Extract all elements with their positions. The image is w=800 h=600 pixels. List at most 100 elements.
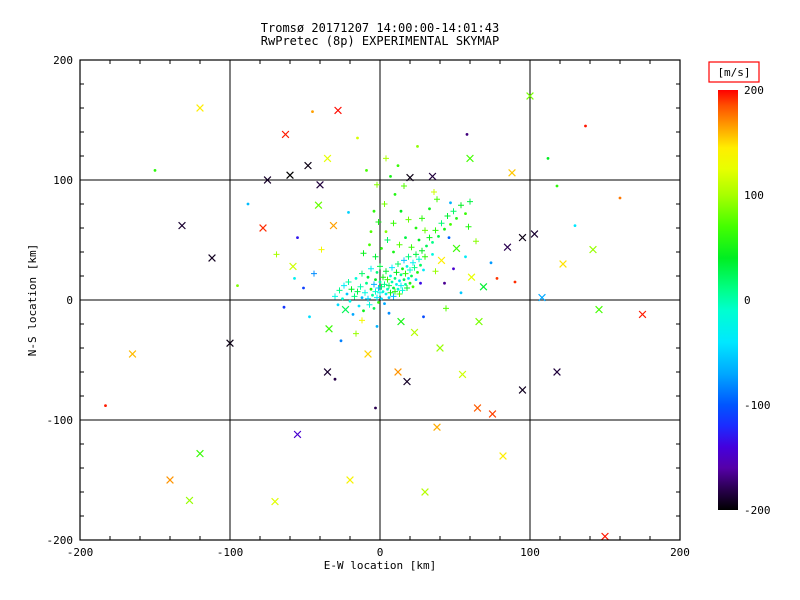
data-point <box>425 244 428 248</box>
data-point <box>426 234 433 241</box>
data-point <box>416 256 422 263</box>
data-point <box>351 293 358 300</box>
data-point <box>405 216 412 223</box>
data-point <box>375 325 379 328</box>
data-point <box>638 310 647 319</box>
data-point <box>398 279 401 283</box>
data-point <box>341 297 344 301</box>
data-point <box>459 291 463 295</box>
y-tick-label: 100 <box>53 174 73 187</box>
data-point <box>339 339 343 343</box>
colorbar-tick-label: 0 <box>744 294 751 307</box>
data-point <box>393 277 397 280</box>
data-point <box>372 307 376 310</box>
data-point <box>573 224 577 228</box>
data-point <box>380 247 383 250</box>
tick-labels: -200 -100 0 100 200 -200 -100 0 100 200 <box>47 54 690 559</box>
data-point <box>323 154 332 163</box>
data-point <box>396 164 400 168</box>
data-point <box>419 281 422 285</box>
data-point <box>434 196 440 203</box>
data-point <box>359 270 365 277</box>
data-point <box>226 339 234 348</box>
data-point <box>518 386 527 394</box>
data-point <box>273 251 280 258</box>
data-point <box>271 497 279 506</box>
data-point <box>377 301 380 304</box>
data-point <box>437 256 446 265</box>
data-point <box>421 488 429 496</box>
data-point <box>356 136 359 140</box>
data-point <box>395 261 401 267</box>
data-point <box>345 292 349 296</box>
data-point <box>365 281 368 285</box>
data-point <box>392 288 398 295</box>
data-point <box>364 350 372 358</box>
data-point <box>208 254 216 262</box>
colorbar-tick-label: 200 <box>744 84 764 97</box>
data-point <box>336 303 340 307</box>
data-point <box>375 271 379 274</box>
data-point <box>555 184 559 188</box>
data-point <box>383 302 386 305</box>
data-point <box>422 315 425 319</box>
data-point <box>422 253 428 260</box>
data-point <box>366 301 373 308</box>
data-point <box>246 202 250 206</box>
data-point <box>444 213 451 219</box>
data-point <box>530 230 539 238</box>
data-point <box>410 259 416 266</box>
data-point <box>401 257 407 264</box>
data-point <box>466 154 474 163</box>
data-point <box>341 305 350 314</box>
data-point <box>359 317 365 324</box>
data-point <box>347 211 350 214</box>
data-point <box>618 196 622 200</box>
data-point <box>411 285 415 289</box>
data-point <box>407 267 413 273</box>
y-tick-label: 0 <box>66 294 73 307</box>
data-point <box>346 476 354 484</box>
data-point <box>316 180 324 189</box>
data-point <box>387 311 391 315</box>
data-point <box>406 173 414 182</box>
data-point <box>589 245 597 254</box>
data-point <box>431 189 437 195</box>
data-point <box>390 220 397 227</box>
data-point <box>357 283 364 290</box>
data-point <box>559 260 567 268</box>
data-point <box>196 104 204 112</box>
data-point <box>153 169 157 172</box>
data-point <box>387 296 391 299</box>
data-point <box>405 253 412 260</box>
data-point <box>394 368 402 376</box>
data-point <box>392 286 395 290</box>
data-point <box>374 181 380 188</box>
data-point <box>402 270 409 277</box>
data-point <box>332 293 338 300</box>
x-axis-label: E-W location [km] <box>324 559 437 572</box>
data-point <box>377 289 383 296</box>
data-point <box>503 243 512 252</box>
data-point <box>398 282 404 289</box>
colorbar-tick-label: 100 <box>744 189 764 202</box>
data-point <box>293 277 296 280</box>
data-point <box>128 350 137 358</box>
data-point <box>354 277 358 280</box>
data-point <box>236 284 239 287</box>
data-point <box>404 236 407 240</box>
data-point <box>387 289 394 296</box>
data-point <box>452 244 461 253</box>
data-point <box>465 223 472 230</box>
data-point <box>372 209 376 213</box>
data-point <box>553 368 561 376</box>
y-tick-label: 200 <box>53 54 73 67</box>
data-point <box>443 227 446 231</box>
data-point <box>381 201 388 207</box>
data-point <box>584 124 587 128</box>
data-point <box>381 290 385 293</box>
data-point <box>390 280 394 284</box>
data-point <box>422 227 428 234</box>
